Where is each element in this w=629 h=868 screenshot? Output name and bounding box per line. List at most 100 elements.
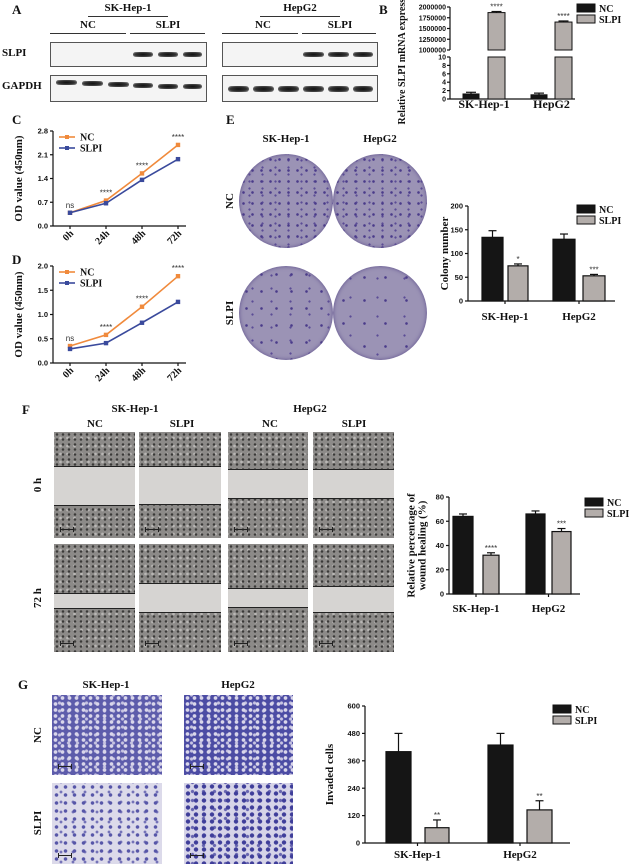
blot-row-label-slpi: SLPI bbox=[2, 47, 27, 59]
data-point-slpi bbox=[175, 156, 181, 162]
wound-edge-line bbox=[313, 612, 394, 613]
wound-edge-line bbox=[139, 466, 221, 467]
x-category-label: SK-Hep-1 bbox=[452, 603, 499, 615]
legend-swatch-nc bbox=[552, 704, 572, 714]
y-tick-label: 0.5 bbox=[38, 334, 48, 343]
colony-dish-sk-hep-1-slpi bbox=[239, 266, 333, 360]
data-point-slpi bbox=[103, 340, 109, 346]
legend-label-nc: NC bbox=[575, 705, 589, 716]
y-tick-label: 0.0 bbox=[38, 359, 48, 368]
y-tick-label: 4 bbox=[442, 80, 446, 87]
wound-edge-line bbox=[139, 612, 221, 613]
y-tick-label: 50 bbox=[455, 273, 463, 282]
wound-edge-line bbox=[313, 586, 394, 587]
y-axis-label-text: Relative SLPI mRNA expression bbox=[397, 0, 408, 124]
legend-label-slpi: SLPI bbox=[80, 144, 102, 155]
column-header-hepg2: HepG2 bbox=[363, 133, 397, 145]
data-point-nc bbox=[139, 171, 145, 176]
y-axis-label: Relative percentage ofwound healing (%) bbox=[406, 493, 429, 598]
legend-marker-slpi bbox=[65, 146, 69, 150]
legend-marker-slpi bbox=[65, 281, 69, 285]
legend-label-slpi: SLPI bbox=[607, 509, 629, 520]
legend-label-nc: NC bbox=[607, 498, 621, 509]
y-tick-label: 80 bbox=[436, 493, 444, 502]
y-axis-label-line: Invaded cells bbox=[324, 743, 336, 805]
blot-header-sk-hep-1: SK-Hep-1 bbox=[104, 2, 152, 14]
scale-bar bbox=[234, 527, 248, 532]
significance-marker: **** bbox=[485, 544, 497, 553]
x-tick-label: 24h bbox=[93, 228, 112, 247]
transwell-image-sk-hep-1-slpi bbox=[52, 783, 162, 864]
y-tick-label: 240 bbox=[347, 784, 360, 793]
x-category-label: HepG2 bbox=[562, 311, 596, 323]
bar-slpi-hepg2 bbox=[582, 275, 606, 302]
panel-label-a: A bbox=[12, 2, 22, 17]
significance-marker: ** bbox=[434, 811, 440, 820]
data-point-nc bbox=[67, 343, 73, 349]
legend-label-slpi: SLPI bbox=[599, 15, 621, 26]
x-tick-label: 72h bbox=[165, 228, 184, 247]
y-tick-label: 0 bbox=[440, 590, 444, 599]
y-axis-label-line: OD value (450nm) bbox=[13, 135, 25, 222]
y-tick-label: 600 bbox=[347, 702, 360, 711]
series-line-slpi bbox=[69, 158, 179, 214]
y-tick-label: 2000000 bbox=[419, 5, 446, 12]
western-blot-sk-hep-1-slpi bbox=[50, 42, 207, 67]
blot-condition-slpi: SLPI bbox=[155, 19, 181, 31]
cell-line-header-sk-hep-1: SK-Hep-1 bbox=[111, 403, 159, 415]
blot-condition-slpi: SLPI bbox=[327, 19, 353, 31]
x-tick-label: 24h bbox=[93, 365, 112, 384]
condition-header-slpi: SLPI bbox=[341, 418, 367, 430]
y-tick-label: 8 bbox=[442, 63, 446, 70]
y-tick-label: 0.7 bbox=[38, 198, 48, 207]
bar-nc-sk-hep-1 bbox=[385, 751, 412, 844]
colony-dish-hepg2-slpi bbox=[333, 266, 427, 360]
data-point-nc bbox=[139, 304, 145, 309]
wound-healing-image bbox=[313, 432, 394, 538]
y-tick-label: 2 bbox=[442, 88, 446, 95]
y-tick-label: 200 bbox=[450, 202, 463, 211]
transwell-image-sk-hep-1-nc bbox=[52, 695, 162, 775]
y-tick-label: 150 bbox=[450, 225, 463, 234]
x-category-label: HepG2 bbox=[503, 849, 537, 861]
condition-underline bbox=[302, 33, 376, 34]
legend-label-nc: NC bbox=[80, 268, 94, 279]
x-tick-label: 72h bbox=[165, 365, 184, 384]
y-tick-label: 1750000 bbox=[419, 15, 446, 22]
y-tick-label: 6 bbox=[442, 71, 446, 78]
condition-header-slpi: SLPI bbox=[169, 418, 195, 430]
data-point-slpi bbox=[175, 299, 181, 305]
condition-header-nc: NC bbox=[262, 418, 278, 430]
y-tick-label: 40 bbox=[436, 541, 444, 550]
scale-bar bbox=[319, 527, 333, 532]
x-category-label: HepG2 bbox=[533, 97, 570, 111]
legend-swatch-slpi bbox=[576, 215, 596, 225]
y-tick-label: 1.4 bbox=[38, 174, 49, 183]
x-tick-label: 48h bbox=[129, 228, 148, 247]
bar-slpi-hepg2 bbox=[551, 530, 572, 595]
wound-healing-image bbox=[139, 544, 221, 652]
transwell-image-hepg2-slpi bbox=[184, 783, 293, 864]
wound-healing-image bbox=[313, 544, 394, 652]
legend-swatch-nc bbox=[576, 204, 596, 214]
wound-healing-image bbox=[139, 432, 221, 538]
bar-slpi-upper-sk-hep-1 bbox=[487, 12, 506, 51]
y-tick-label: 0 bbox=[459, 297, 463, 306]
x-category-label: SK-Hep-1 bbox=[394, 849, 441, 861]
legend-label-nc: NC bbox=[80, 133, 94, 144]
blot-condition-nc: NC bbox=[80, 19, 96, 31]
blot-condition-nc: NC bbox=[255, 19, 271, 31]
legend-swatch-slpi bbox=[552, 715, 572, 725]
y-axis-label: OD value (450nm) bbox=[13, 135, 25, 222]
y-tick-label: 0 bbox=[356, 839, 360, 848]
data-point-slpi bbox=[67, 210, 73, 215]
column-header-sk-hep-1: SK-Hep-1 bbox=[82, 679, 130, 691]
wound-healing-image bbox=[54, 432, 135, 538]
legend-label-slpi: SLPI bbox=[599, 216, 621, 227]
significance-marker: **** bbox=[172, 133, 184, 142]
panel-label-b: B bbox=[379, 2, 388, 17]
x-category-label: SK-Hep-1 bbox=[481, 311, 528, 323]
bar-slpi-hepg2 bbox=[526, 809, 553, 844]
condition-underline bbox=[222, 33, 298, 34]
